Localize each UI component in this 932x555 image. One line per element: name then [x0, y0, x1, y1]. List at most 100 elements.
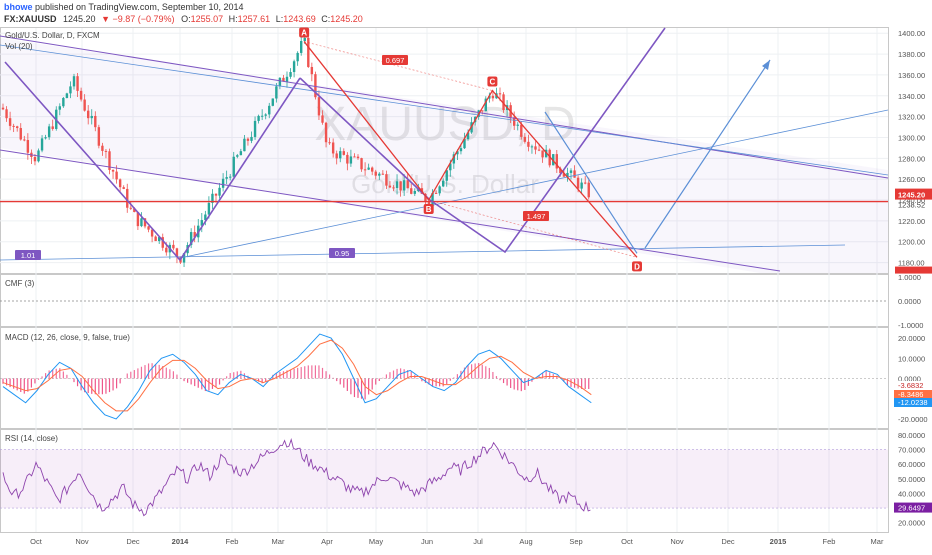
candle-body — [154, 236, 157, 242]
candle-body — [1, 107, 5, 110]
candle-body — [218, 187, 221, 196]
candle-body — [498, 93, 502, 95]
close-value: 1245.20 — [330, 14, 363, 24]
price-tick-label: 1220.00 — [898, 217, 925, 226]
macd-line — [2, 333, 592, 420]
candle-body — [58, 106, 61, 110]
ac-ratio-line — [304, 41, 493, 91]
candle-body — [275, 86, 278, 99]
ratio-label-bd-box — [523, 211, 549, 221]
candle-body — [527, 141, 530, 147]
candle-body — [576, 177, 580, 189]
candle-body — [90, 115, 93, 119]
candle-body — [193, 232, 196, 238]
macd-value-badge — [894, 381, 932, 390]
candle-body — [346, 154, 349, 164]
candle-body — [307, 37, 310, 67]
candle-body — [342, 151, 345, 155]
candle-body — [513, 117, 516, 126]
candle-body — [189, 232, 193, 246]
candle-body — [520, 124, 523, 137]
rsi-tick-label: 70.0000 — [898, 446, 925, 455]
svg-text:bhowe published on TradingView: bhowe published on TradingView.com, Sept… — [4, 2, 244, 12]
ratio-label-xa-box — [15, 250, 41, 260]
pattern-point-label: A — [301, 29, 307, 38]
candle-body — [413, 190, 416, 194]
channel-upper-line — [0, 35, 889, 179]
candle-body — [147, 226, 150, 230]
candle-body — [136, 212, 140, 227]
candle-body — [410, 188, 413, 194]
candle-body — [452, 154, 456, 164]
candle-body — [94, 115, 97, 128]
time-tick-label: Apr — [321, 537, 333, 546]
macd-pane-frame — [0, 327, 889, 429]
candle-body — [5, 109, 8, 119]
macd-tick-label: 0.0000 — [898, 375, 921, 384]
candle-body — [434, 192, 438, 194]
trendline-upper — [0, 44, 889, 176]
candle-body — [402, 180, 406, 191]
candle-body — [76, 76, 79, 91]
candle-body — [264, 114, 267, 116]
time-axis[interactable]: Oct Nov Dec 2014 Feb Mar Apr May Jun Jul Aug Sep Oct… — [30, 537, 884, 546]
right-price-axis[interactable]: 1400.00 1380.00 1360.00 1340.00 1320.00 1300.… — [895, 29, 932, 274]
rsi-line — [2, 437, 591, 517]
candle-body — [367, 167, 370, 170]
candle-body — [47, 126, 51, 138]
time-tick-label: Feb — [823, 537, 836, 546]
last-price: 1245.20 — [63, 14, 96, 24]
ratio-label-ab-box — [329, 248, 355, 258]
candle-body — [33, 157, 37, 162]
candle-body — [165, 247, 168, 253]
cmf-tick-label: 1.0000 — [898, 273, 921, 282]
candle-body — [374, 171, 377, 176]
cmf-pane-title: CMF (3) — [5, 279, 35, 288]
price-tick-label: 1400.00 — [898, 29, 925, 38]
pattern-point-label: D — [634, 262, 640, 271]
candle-body — [40, 138, 44, 151]
candle-body — [353, 156, 356, 158]
time-tick-label: Nov — [670, 537, 684, 546]
symbol-name: FX:XAUUSD — [4, 14, 57, 24]
candle-body — [516, 124, 519, 126]
candle-body — [207, 202, 211, 215]
rsi-pane-title: RSI (14, close) — [5, 434, 58, 443]
candle-body — [221, 178, 225, 188]
bd-ratio-line — [428, 199, 638, 258]
svg-text:FX:XAUUSD 1245.20: FX:XAUUSD 1245.20 ▼ −9.87 (−0.79%) O:125… — [4, 14, 363, 24]
candle-body — [303, 37, 306, 42]
candle-body — [552, 154, 555, 166]
candle-body — [211, 193, 214, 203]
harmonic-mid-leg — [299, 77, 431, 201]
candle-body — [360, 158, 363, 170]
candle-body — [566, 172, 569, 177]
ratio-label-ac-box — [382, 55, 408, 65]
last-price-badge — [895, 188, 932, 200]
candle-body — [392, 187, 395, 189]
price-tick-label: 1280.00 — [898, 154, 925, 163]
candle-body — [459, 148, 463, 152]
candle-body — [232, 156, 235, 177]
candle-body — [87, 110, 90, 119]
candle-body — [108, 151, 111, 170]
indicator-panes: 1.00000.0000-1.000020.000010.00000.0000-… — [0, 273, 932, 528]
time-tick-label: Jun — [421, 537, 433, 546]
candle-body — [23, 139, 26, 141]
candle-body — [229, 176, 232, 178]
candle-body — [300, 41, 303, 53]
candle-body — [541, 150, 544, 158]
candle-body — [26, 140, 30, 153]
time-tick-label: Feb — [226, 537, 239, 546]
macd-signal-line — [2, 339, 592, 412]
candle-body — [388, 185, 392, 188]
price-tick-label: 1200.00 — [898, 238, 925, 247]
candle-body — [257, 115, 260, 121]
candle-body — [466, 132, 470, 140]
cmf-tick-label: 0.0000 — [898, 297, 921, 306]
candle-body — [268, 105, 271, 115]
candle-body — [534, 146, 537, 150]
candle-body — [214, 193, 218, 196]
candle-body — [158, 237, 161, 242]
candle-body — [580, 182, 583, 189]
